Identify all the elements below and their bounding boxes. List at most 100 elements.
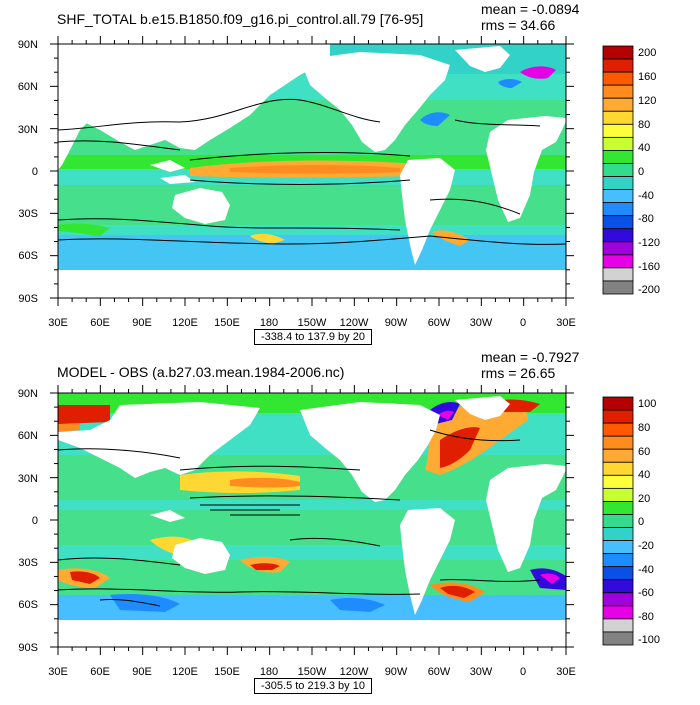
lon-tick-label: 30W [470,666,493,678]
colorbar-swatch [602,527,634,541]
lat-tick-label: 60S [18,599,38,611]
colorbar-swatch [602,409,634,424]
colorbar-swatch [602,150,634,164]
lat-tick-label: 60N [18,430,38,442]
colorbar-swatch [602,579,634,594]
lat-tick-label: 0 [32,166,38,178]
colorbar-swatch [602,592,634,607]
panel-top: SHF_TOTAL b.e15.B1850.f09_g16.pi_control… [18,1,660,329]
panel-top-mean: mean = -0.0894 [481,1,580,17]
panel-bottom-mean: mean = -0.7927 [481,349,580,365]
lon-tick-label: 90W [385,666,408,678]
colorbar-swatch [602,163,634,177]
lon-tick-label: 150W [298,317,327,329]
colorbar-label: 20 [638,493,650,505]
lon-tick-label: 60E [90,317,110,329]
panel-bottom-lat-axis: 90N 60N 30N 0 30S 60S 90S [18,388,38,654]
lon-tick-label: 180 [260,666,278,678]
colorbar-swatch [602,45,634,60]
lat-tick-label: 90S [18,642,38,654]
colorbar-swatch [602,228,634,243]
panel-top-title: SHF_TOTAL b.e15.B1850.f09_g16.pi_control… [57,11,423,27]
lat-tick-label: 0 [32,515,38,527]
panel-top-ticks [50,36,574,306]
lon-tick-label: 30E [556,666,576,678]
colorbar-label: -40 [638,190,654,202]
colorbar-label: -160 [638,261,660,273]
colorbar-swatch [602,97,634,112]
colorbar-label: 40 [638,142,650,154]
colorbar-swatch [602,136,634,151]
colorbar-swatch [602,540,634,555]
colorbar-swatch [602,396,634,411]
colorbar-swatch [602,448,634,463]
colorbar-label: -20 [638,540,654,552]
colorbar-swatch [602,202,634,217]
colorbar-label: 40 [638,469,650,481]
colorbar-label: 200 [638,47,656,59]
colorbar-label: 0 [638,166,644,178]
colorbar-label: -80 [638,611,654,623]
lat-tick-label: 30N [18,124,38,136]
panel-top-contours [58,98,566,245]
colorbar-swatch [602,605,634,620]
lat-tick-label: 60S [18,250,38,262]
lon-tick-label: 30W [470,317,493,329]
panel-top-map [58,44,566,298]
colorbar-label: 80 [638,422,650,434]
panel-bottom-rms: rms = 26.65 [481,365,556,381]
lon-tick-label: 90E [132,317,152,329]
colorbar-label: 100 [638,398,656,410]
panel-top-colorbar-labels: 200 160 120 80 40 0 -40 -80 -120 -160 -2… [638,47,660,296]
panel-bottom-map [58,393,566,647]
lon-tick-label: 30E [48,317,68,329]
colorbar-swatch [602,71,634,86]
panel-bottom: MODEL - OBS (a.b27.03.mean.1984-2006.nc)… [18,349,660,678]
panel-bottom-land [58,396,566,647]
lon-tick-label: 60W [428,317,451,329]
colorbar-swatch [602,566,634,581]
panel-top-lon-axis: 30E 60E 90E 120E 150E 180 150W 120W 90W … [48,317,576,329]
colorbar-swatch [602,123,634,138]
colorbar-label: -40 [638,564,654,576]
panel-bottom-ticks [50,385,574,655]
lon-tick-label: 180 [260,317,278,329]
lat-tick-label: 30N [18,473,38,485]
lon-tick-label: 120E [172,317,198,329]
lat-tick-label: 30S [18,208,38,220]
panel-bottom-title: MODEL - OBS (a.b27.03.mean.1984-2006.nc) [57,364,344,380]
panel-bottom-lon-axis: 30E 60E 90E 120E 150E 180 150W 120W 90W … [48,666,576,678]
panel-top-range-label: -338.4 to 137.9 by 20 [254,329,372,345]
colorbar-swatch [602,189,634,204]
lat-tick-label: 30S [18,557,38,569]
lon-tick-label: 60W [428,666,451,678]
panel-bottom-colorbar [602,396,634,646]
colorbar-swatch [602,435,634,450]
colorbar-swatch [602,110,634,125]
colorbar-label: -100 [638,634,660,646]
colorbar-label: 160 [638,71,656,83]
colorbar-swatch [602,487,634,502]
colorbar-swatch [602,474,634,489]
colorbar-label: -80 [638,213,654,225]
lat-tick-label: 90S [18,293,38,305]
lon-tick-label: 120W [340,317,369,329]
colorbar-swatch [602,267,634,282]
colorbar-swatch [602,501,634,515]
colorbar-label: -120 [638,237,660,249]
colorbar-label: 60 [638,446,650,458]
panel-top-lat-axis: 90N 60N 30N 0 30S 60S 90S [18,39,38,305]
colorbar-label: 120 [638,95,656,107]
lat-tick-label: 90N [18,39,38,51]
lon-tick-label: 90E [132,666,152,678]
colorbar-label: 0 [638,516,644,528]
colorbar-label: -200 [638,284,660,296]
colorbar-swatch [602,514,634,528]
panel-bottom-contours [58,429,541,607]
colorbar-swatch [602,461,634,476]
colorbar-swatch [602,631,634,646]
colorbar-swatch [602,618,634,633]
colorbar-swatch [602,215,634,230]
lon-tick-label: 90W [385,317,408,329]
